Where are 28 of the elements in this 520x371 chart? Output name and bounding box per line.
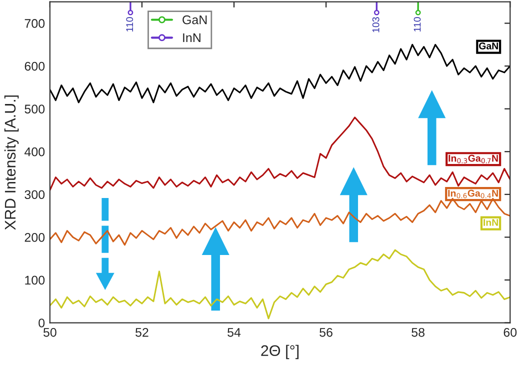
- line-series: [50, 116, 510, 191]
- y-tick-label: 100: [25, 276, 45, 285]
- x-tick-label: 60: [504, 328, 517, 337]
- y-axis-title: XRD Intensity [A.U.]: [4, 95, 19, 230]
- annotation: 110: [414, 17, 421, 32]
- x-tick-label: 50: [43, 328, 56, 337]
- y-tick-label: 400: [24, 147, 45, 156]
- line-series: [50, 249, 510, 320]
- y-tick-label: 200: [24, 232, 45, 242]
- series-label: GaN: [479, 42, 498, 50]
- legend-label: InN: [183, 33, 200, 42]
- y-tick-label: 500: [24, 104, 45, 114]
- y-tick-label: 700: [24, 19, 45, 28]
- line-series: [50, 44, 510, 104]
- annotation: 110: [126, 17, 134, 32]
- x-tick-label: 52: [136, 328, 148, 337]
- x-tick-label: 56: [320, 328, 332, 337]
- x-axis-title: 2Θ [°]: [261, 344, 299, 360]
- annotation: 103: [372, 17, 380, 32]
- x-tick-label: 58: [412, 328, 424, 337]
- series-label: In$_{0.6}$Ga$_{0.4}$N: [448, 190, 498, 198]
- y-tick-label: 300: [24, 190, 45, 200]
- legend-label: GaN: [182, 15, 207, 24]
- text: InN: [484, 219, 498, 226]
- y-tick-label: 600: [24, 62, 45, 71]
- y-tick-label: 0: [38, 318, 45, 328]
- series-label: In$_{0.3}$Ga$_{0.7}$N: [448, 154, 498, 164]
- x-tick-label: 54: [228, 328, 241, 337]
